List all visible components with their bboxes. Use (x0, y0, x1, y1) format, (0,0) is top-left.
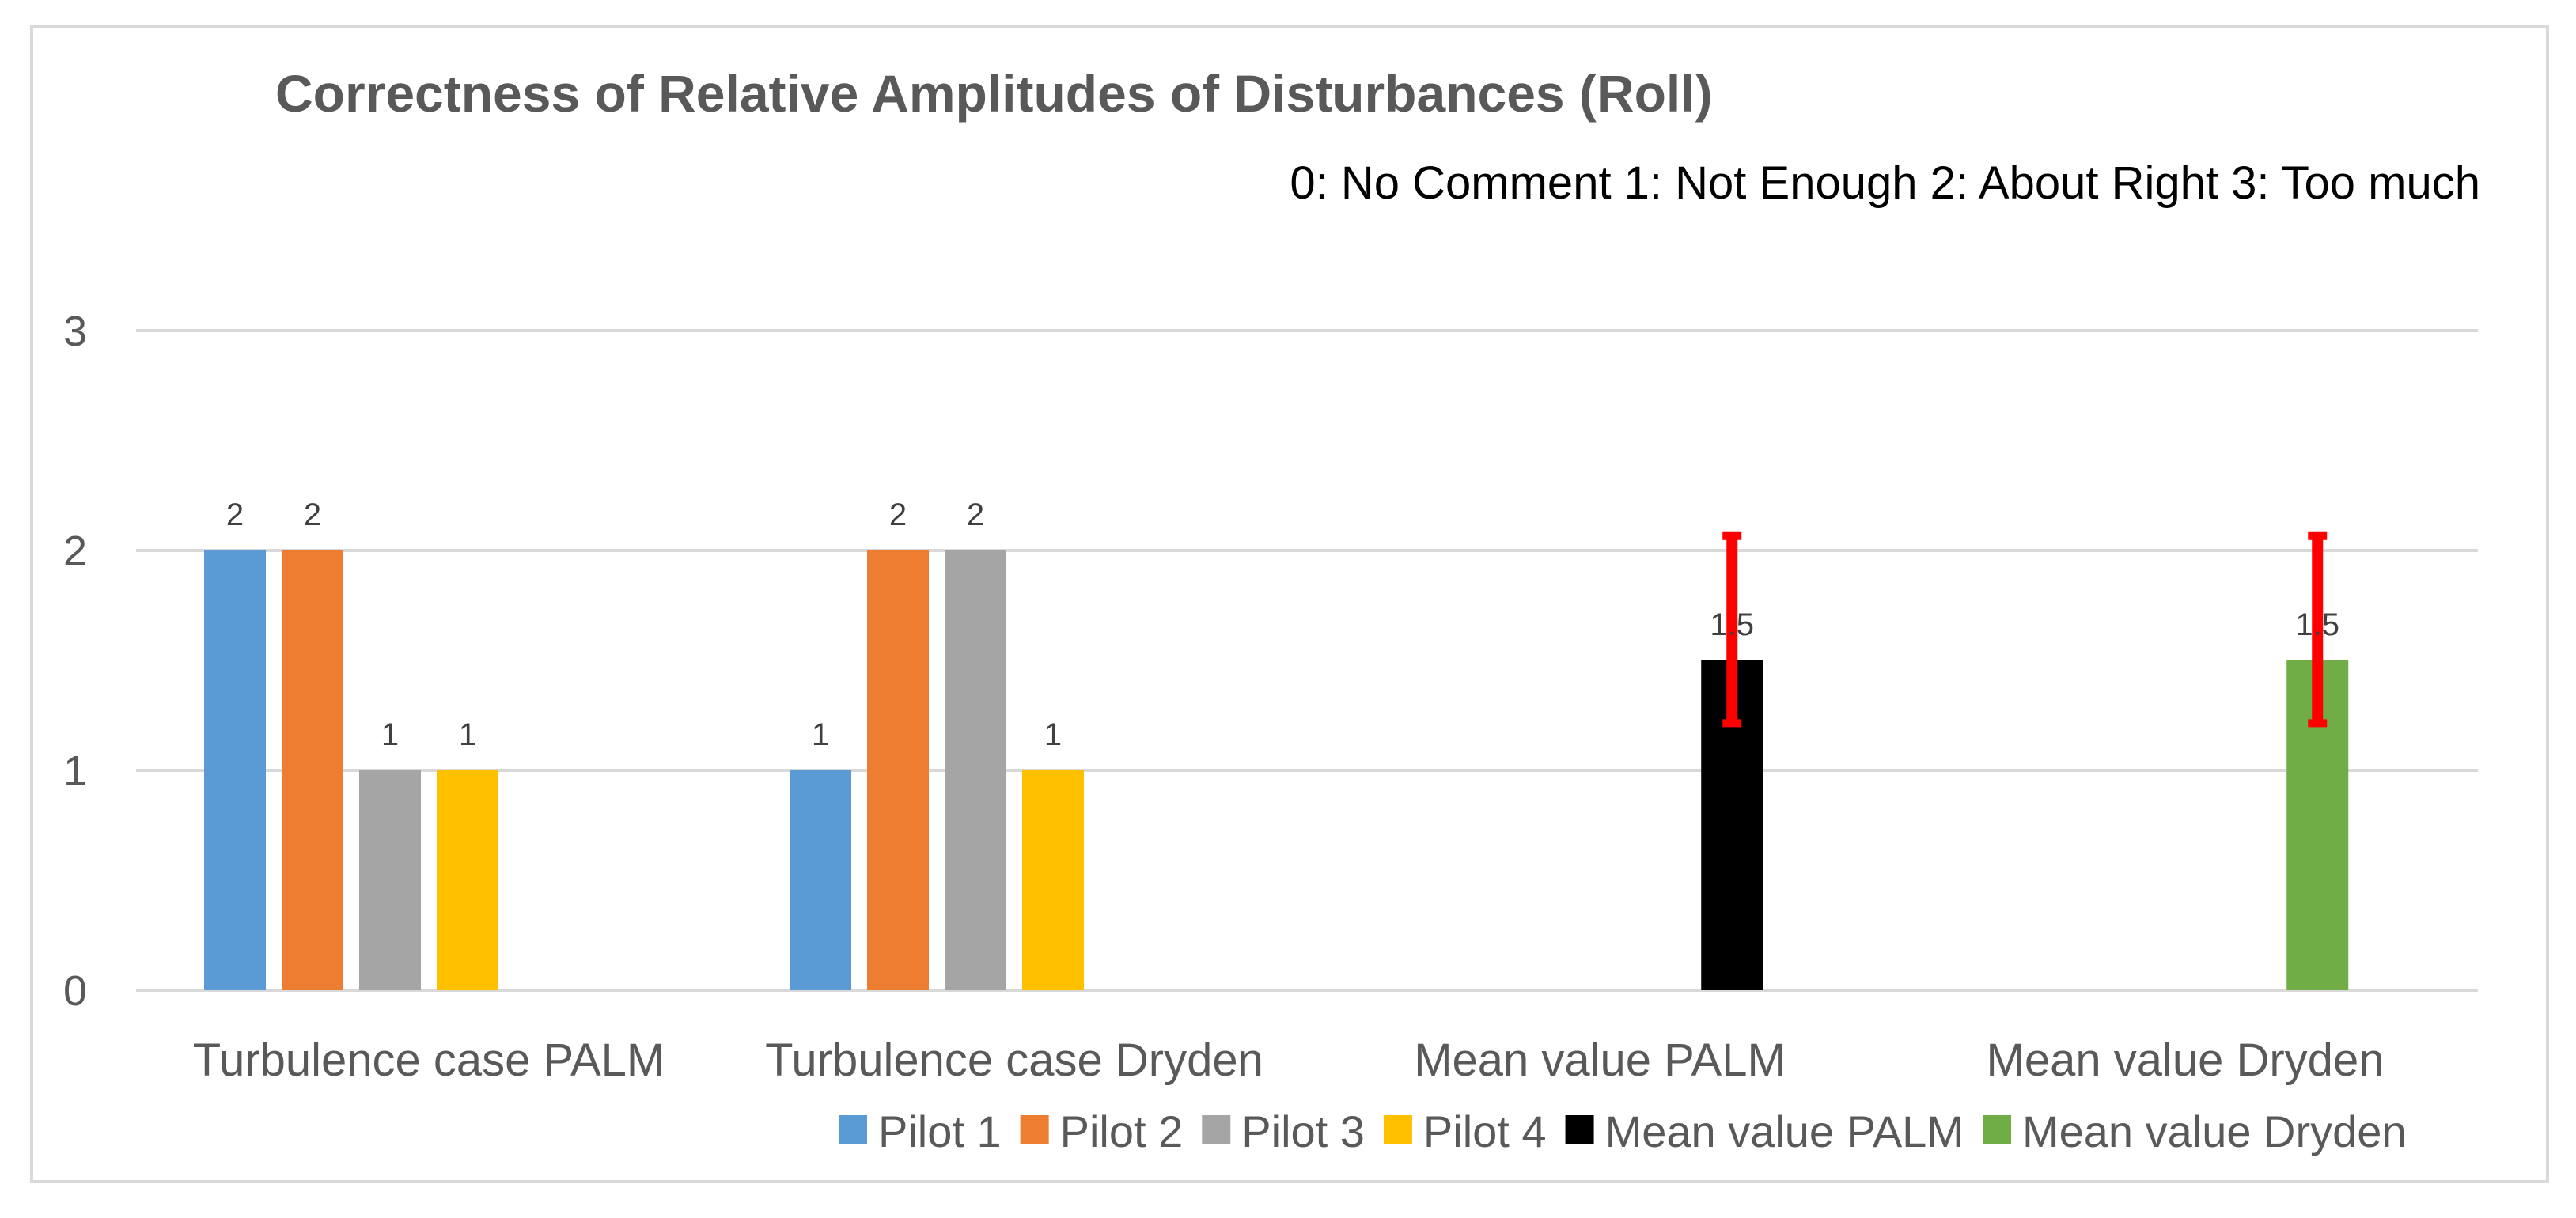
legend-swatch-pilot-1 (839, 1115, 867, 1144)
gridlines (136, 329, 2478, 992)
error-bar-mean-value-palm (1722, 531, 1742, 728)
legend-swatch-pilot-2 (1020, 1115, 1049, 1144)
x-category-label: Mean value Dryden (1987, 1035, 2385, 1086)
legend-item-pilot-3: Pilot 3 (1202, 1106, 1365, 1156)
legend-swatch-pilot-4 (1383, 1115, 1412, 1144)
legend-item-pilot-1: Pilot 1 (839, 1106, 1002, 1156)
y-tick-label: 2 (63, 528, 87, 575)
bar-pilot-2-turbulence-case-palm (282, 550, 343, 990)
data-label-pilot-4-turbulence-case-dryden: 1 (1044, 717, 1062, 752)
legend-label: Pilot 3 (1241, 1106, 1365, 1156)
data-label-mean-value-dryden-mean-value-dryden: 1.5 (2295, 607, 2339, 642)
y-axis-ticks: 0 1 2 3 (63, 308, 87, 1015)
data-label-pilot-3-turbulence-case-palm: 1 (381, 717, 399, 752)
bar-pilot-4-turbulence-case-palm (437, 770, 498, 990)
error-bars (1722, 531, 2328, 728)
bar-pilot-2-turbulence-case-dryden (867, 550, 929, 990)
y-tick-label: 0 (63, 967, 87, 1015)
bars (204, 550, 2349, 990)
legend-label: Pilot 1 (878, 1106, 1002, 1156)
bar-pilot-3-turbulence-case-palm (359, 770, 421, 990)
legend-label: Mean value PALM (1605, 1106, 1964, 1156)
x-category-label: Turbulence case Dryden (765, 1035, 1263, 1086)
rating-scale-note: 0: No Comment 1: Not Enough 2: About Rig… (1290, 157, 2480, 209)
legend-item-mean-value-palm: Mean value PALM (1565, 1106, 1964, 1156)
data-label-pilot-2-turbulence-case-palm: 2 (304, 497, 321, 532)
legend-item-pilot-2: Pilot 2 (1020, 1106, 1184, 1156)
y-tick-label: 1 (63, 747, 87, 795)
data-label-pilot-3-turbulence-case-dryden: 2 (967, 497, 984, 532)
x-category-label: Mean value PALM (1414, 1035, 1786, 1086)
y-tick-label: 3 (63, 308, 87, 355)
data-label-pilot-4-turbulence-case-palm: 1 (459, 717, 476, 752)
legend-item-mean-value-dryden: Mean value Dryden (1982, 1106, 2407, 1156)
bar-pilot-4-turbulence-case-dryden (1022, 770, 1084, 990)
bar-pilot-1-turbulence-case-dryden (790, 770, 851, 990)
data-label-pilot-1-turbulence-case-dryden: 1 (812, 717, 829, 752)
legend-swatch-mean-value-palm (1565, 1115, 1594, 1144)
data-label-pilot-1-turbulence-case-palm: 2 (226, 497, 244, 532)
legend-label: Pilot 4 (1423, 1106, 1547, 1156)
legend-label: Pilot 2 (1060, 1106, 1184, 1156)
bar-pilot-3-turbulence-case-dryden (945, 550, 1006, 990)
legend: Pilot 1 Pilot 2 Pilot 3 Pilot 4 Mean value P… (839, 1106, 2407, 1156)
chart-title: Correctness of Relative Amplitudes of Di… (275, 64, 1713, 123)
bar-pilot-1-turbulence-case-palm (204, 550, 266, 990)
legend-swatch-pilot-3 (1202, 1115, 1231, 1144)
legend-swatch-mean-value-dryden (1982, 1115, 2011, 1144)
error-bar-mean-value-dryden (2308, 531, 2328, 728)
legend-item-pilot-4: Pilot 4 (1383, 1106, 1547, 1156)
data-labels: 2 2 1 1 1 2 2 1 1.5 1.5 (226, 497, 2339, 752)
x-category-label: Turbulence case PALM (193, 1035, 665, 1086)
x-axis-categories: Turbulence case PALM Turbulence case Dryd… (193, 1035, 2385, 1086)
data-label-pilot-2-turbulence-case-dryden: 2 (889, 497, 907, 532)
data-label-mean-value-palm-mean-value-palm: 1.5 (1710, 607, 1754, 642)
legend-label: Mean value Dryden (2022, 1106, 2407, 1156)
